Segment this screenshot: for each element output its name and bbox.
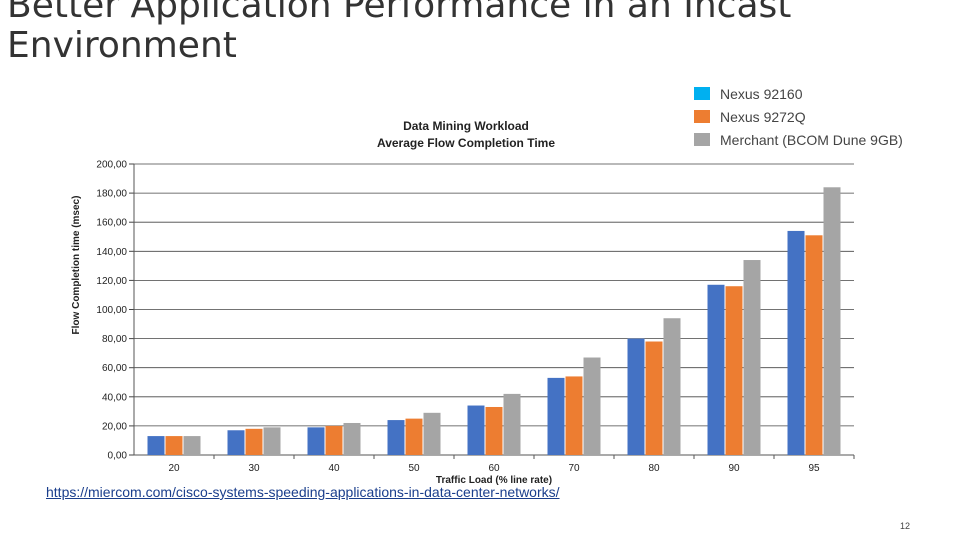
bar-20-series-0 [147,436,165,455]
y-tick-label: 100,00 [96,305,127,316]
bar-90-series-2 [743,260,761,455]
y-tick-label: 20,00 [102,421,127,432]
bar-80-series-0 [627,338,645,455]
x-tick-label: 95 [808,463,820,474]
x-tick-label: 30 [248,463,260,474]
y-tick-label: 80,00 [102,334,127,345]
bar-50-series-1 [405,418,423,455]
legend-label: Merchant (BCOM Dune 9GB) [720,131,903,148]
bar-20-series-1 [165,436,183,455]
legend-item-nexus-9272q: Nexus 9272Q [694,105,903,128]
y-tick-label: 180,00 [96,189,127,200]
bar-40-series-1 [325,425,343,455]
bar-30-series-1 [245,428,263,455]
bar-60-series-2 [503,393,521,455]
y-tick-label: 60,00 [102,363,127,374]
x-axis-label: Traffic Load (% line rate) [436,475,552,486]
bar-80-series-2 [663,318,681,455]
y-tick-label: 0,00 [108,451,128,462]
y-tick-label: 200,00 [96,160,127,171]
x-tick-label: 60 [488,463,500,474]
bar-30-series-2 [263,427,281,455]
bar-20-series-2 [183,436,201,455]
bar-95-series-1 [805,235,823,455]
y-tick-label: 40,00 [102,392,127,403]
legend-item-merchant: Merchant (BCOM Dune 9GB) [694,128,903,151]
page-number: 12 [900,521,911,531]
chart-legend: Nexus 92160 Nexus 9272Q Merchant (BCOM D… [694,82,903,151]
x-tick-label: 20 [168,463,180,474]
legend-swatch [694,110,710,123]
y-tick-label: 140,00 [96,247,127,258]
legend-label: Nexus 92160 [720,85,803,102]
bar-60-series-1 [485,406,503,455]
bar-60-series-0 [467,405,485,455]
bar-40-series-2 [343,422,361,455]
bar-80-series-1 [645,341,663,455]
chart-title-line2: Average Flow Completion Time [377,136,555,150]
source-link[interactable]: https://miercom.com/cisco-systems-speedi… [46,484,560,500]
x-tick-label: 90 [728,463,740,474]
bar-95-series-0 [787,230,805,455]
bar-95-series-2 [823,187,841,455]
x-tick-label: 40 [328,463,340,474]
bar-70-series-1 [565,376,583,455]
bar-90-series-0 [707,284,725,455]
legend-label: Nexus 9272Q [720,108,806,125]
y-axis-label: Flow Completion time (msec) [71,196,82,335]
bar-40-series-0 [307,427,325,455]
y-tick-label: 120,00 [96,276,127,287]
bar-70-series-2 [583,357,601,455]
bar-50-series-0 [387,420,405,455]
x-tick-label: 80 [648,463,660,474]
legend-swatch [694,87,710,100]
bar-70-series-0 [547,377,565,455]
legend-swatch [694,133,710,146]
y-tick-label: 160,00 [96,218,127,229]
bar-50-series-2 [423,412,441,455]
chart-title-line1: Data Mining Workload [403,119,529,133]
bar-90-series-1 [725,286,743,455]
slide-title: Better Application Performance in an Inc… [7,0,792,66]
bar-30-series-0 [227,430,245,455]
x-tick-label: 70 [568,463,580,474]
legend-item-nexus-92160: Nexus 92160 [694,82,903,105]
x-tick-label: 50 [408,463,420,474]
